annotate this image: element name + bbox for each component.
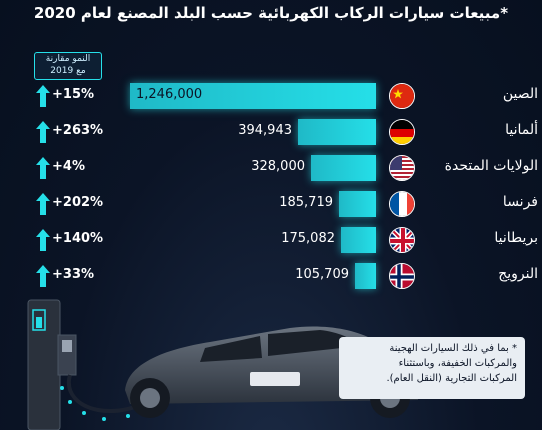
growth-label: +263% (52, 123, 104, 138)
footnote-line-2: والمركبات الخفيفة، وباستثناء (398, 358, 517, 369)
bar (298, 119, 376, 145)
bar-row: +15% 1,246,000 الصين (0, 83, 542, 109)
up-arrow-icon (36, 265, 50, 287)
china-flag-icon (389, 83, 415, 109)
bar (311, 155, 376, 181)
country-label: فرنسا (502, 194, 538, 210)
bar (355, 263, 376, 289)
growth-header-line-2: مع 2019 (50, 66, 86, 76)
france-flag-icon (389, 191, 415, 217)
norway-flag-icon (389, 263, 415, 289)
up-arrow-icon (36, 229, 50, 251)
country-label: بريطانيا (494, 230, 538, 246)
bar-row: +202% 185,719 فرنسا (0, 191, 542, 217)
up-arrow-icon (36, 157, 50, 179)
charging-station-icon (27, 299, 77, 430)
country-label: ألمانيا (505, 122, 538, 138)
growth-header: النمو مقارنة مع 2019 (34, 52, 102, 80)
growth-label: +4% (52, 159, 85, 174)
country-label: النرويج (498, 266, 538, 282)
bar-row: +33% 105,709 النرويج (0, 263, 542, 289)
germany-flag-icon (389, 119, 415, 145)
value-label: 394,943 (238, 123, 292, 138)
value-label: 328,000 (251, 159, 305, 174)
value-label: 1,246,000 (136, 87, 203, 102)
growth-label: +33% (52, 267, 95, 282)
usa-flag-icon (389, 155, 415, 181)
footnote-line-1: * بما في ذلك السيارات الهجينة (389, 343, 517, 354)
footnote-line-3: المركبات التجارية (النقل العام). (386, 373, 517, 384)
bar-row: +140% 175,082 بريطانيا (0, 227, 542, 253)
value-label: 185,719 (279, 195, 333, 210)
value-label: 105,709 (295, 267, 349, 282)
bar (339, 191, 376, 217)
up-arrow-icon (36, 193, 50, 215)
chart-title: *مبيعات سيارات الركاب الكهربائية حسب الب… (33, 4, 509, 22)
country-label: الولايات المتحدة (444, 158, 538, 174)
uk-flag-icon (389, 227, 415, 253)
bar-row: +4% 328,000 الولايات المتحدة (0, 155, 542, 181)
bar-row: +263% 394,943 ألمانيا (0, 119, 542, 145)
growth-label: +202% (52, 195, 104, 210)
growth-label: +15% (52, 87, 95, 102)
bar (341, 227, 376, 253)
bar (130, 83, 376, 109)
footnote: * بما في ذلك السيارات الهجينة والمركبات … (339, 337, 525, 399)
growth-label: +140% (52, 231, 104, 246)
value-label: 175,082 (281, 231, 335, 246)
growth-header-line-1: النمو مقارنة (45, 54, 91, 64)
up-arrow-icon (36, 85, 50, 107)
country-label: الصين (502, 86, 538, 102)
up-arrow-icon (36, 121, 50, 143)
